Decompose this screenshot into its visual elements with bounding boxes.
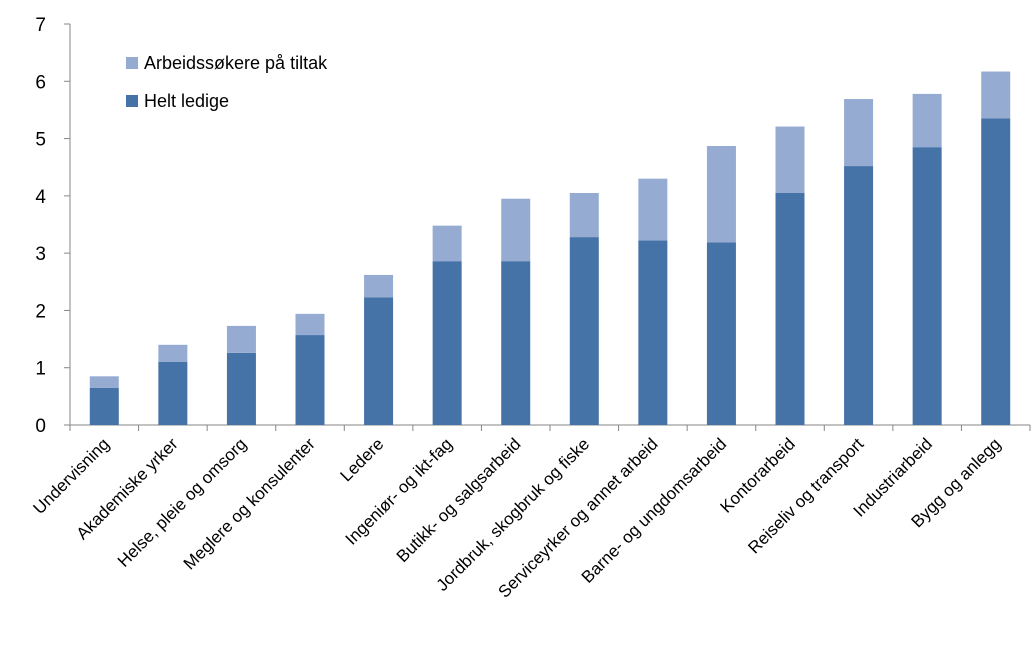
y-tick-label: 6 bbox=[35, 72, 46, 93]
bar-tiltak bbox=[775, 126, 805, 193]
y-tick-label: 4 bbox=[35, 187, 46, 208]
x-tick-label: Ledere bbox=[337, 434, 388, 485]
bar-tiltak bbox=[981, 71, 1011, 119]
bar-helt-ledige bbox=[638, 240, 668, 425]
legend: Arbeidssøkere på tiltak Helt ledige bbox=[126, 53, 328, 111]
bar-tiltak bbox=[226, 325, 256, 353]
bar-tiltak bbox=[89, 376, 119, 388]
legend-swatch bbox=[126, 95, 138, 107]
bar-helt-ledige bbox=[501, 261, 531, 425]
bar-tiltak bbox=[569, 192, 599, 238]
bar-helt-ledige bbox=[912, 147, 942, 425]
bar-helt-ledige bbox=[844, 166, 874, 425]
bar-tiltak bbox=[158, 344, 188, 362]
x-tick-label: Barne- og ungdomsarbeid bbox=[578, 434, 730, 586]
x-tick-label: Butikk- og salgsarbeid bbox=[393, 434, 525, 566]
bar-helt-ledige bbox=[295, 335, 325, 425]
bar-tiltak bbox=[501, 198, 531, 262]
bar-helt-ledige bbox=[89, 387, 119, 425]
legend-label: Helt ledige bbox=[144, 91, 229, 111]
bar-helt-ledige bbox=[432, 261, 462, 425]
x-tick-label: Helse, pleie og omsorg bbox=[114, 434, 250, 570]
y-tick-label: 2 bbox=[35, 301, 46, 322]
y-tick-label: 3 bbox=[35, 244, 46, 265]
bar-helt-ledige bbox=[706, 242, 736, 425]
bar-tiltak bbox=[295, 313, 325, 336]
bar-helt-ledige bbox=[158, 361, 188, 425]
y-tick-label: 0 bbox=[35, 416, 46, 437]
bar-tiltak bbox=[638, 178, 668, 241]
bar-tiltak bbox=[912, 93, 942, 148]
y-tick-label: 1 bbox=[35, 359, 46, 380]
y-tick-label: 5 bbox=[35, 130, 46, 151]
x-tick-label: Meglere og konsulenter bbox=[180, 434, 319, 573]
bar-tiltak bbox=[432, 225, 462, 262]
legend-label: Arbeidssøkere på tiltak bbox=[144, 53, 328, 73]
x-tick-label: Reiseliv og transport bbox=[744, 434, 867, 557]
y-tick-label: 7 bbox=[35, 15, 46, 36]
bar-helt-ledige bbox=[364, 297, 394, 425]
legend-swatch bbox=[126, 57, 138, 69]
bar-tiltak bbox=[364, 274, 394, 298]
bar-helt-ledige bbox=[775, 192, 805, 425]
bar-helt-ledige bbox=[981, 118, 1011, 426]
bar-helt-ledige bbox=[226, 352, 256, 425]
bar-helt-ledige bbox=[569, 237, 599, 425]
bar-tiltak bbox=[844, 99, 874, 167]
bar-tiltak bbox=[706, 146, 736, 243]
